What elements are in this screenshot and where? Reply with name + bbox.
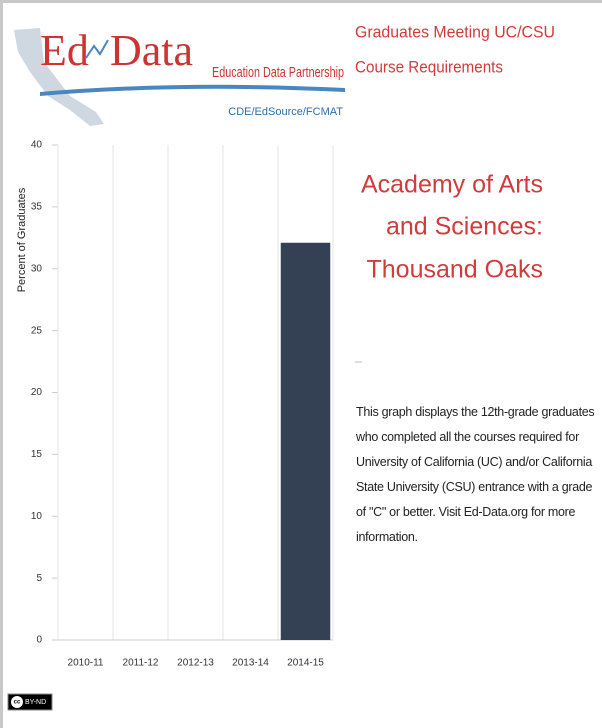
school-name: and Sciences:: [386, 213, 543, 241]
y-tick-label: 15: [31, 449, 43, 460]
y-tick-label: 5: [36, 573, 42, 584]
logo: Ed Data Education Data Partnership CDE/E…: [14, 26, 345, 126]
y-axis-label: Percent of Graduates: [16, 187, 28, 292]
school-name: Academy of Arts: [361, 171, 543, 199]
logo-icon: [85, 39, 109, 59]
logo-tagline: Education Data Partnership: [212, 64, 344, 81]
license-badge: cc BY-ND: [7, 693, 53, 711]
logo-map: [14, 28, 104, 126]
description: This graph displays the 12th-grade gradu…: [356, 405, 595, 544]
badge-circle: [11, 696, 23, 708]
x-tick-label: 2014-15: [287, 658, 324, 669]
y-tick-label: 25: [31, 325, 43, 336]
x-tick-label: 2011-12: [123, 658, 159, 669]
y-tick-label: 40: [31, 140, 43, 151]
badge-terms: BY-ND: [25, 699, 46, 706]
bar: [280, 242, 331, 640]
y-tick-label: 10: [31, 511, 43, 522]
badge-cc: cc: [14, 700, 21, 706]
y-tick-label: 30: [31, 263, 43, 274]
logo-swoosh: [40, 84, 345, 96]
logo-data: Data: [110, 26, 193, 75]
x-tick-label: 2013-14: [232, 658, 269, 669]
y-tick-label: 0: [36, 635, 42, 646]
header-title: Course Requirements: [355, 57, 503, 76]
chart: Percent of Graduates 0 5 10 15 20 25 30 35 40 2010…: [16, 140, 334, 669]
y-tick-label: 20: [31, 387, 43, 398]
logo-partners: CDE/EdSource/FCMAT: [228, 106, 343, 118]
header-title: Graduates Meeting UC/CSU: [355, 22, 555, 41]
logo-ed: Ed: [40, 26, 89, 75]
x-tick-label: 2010-11: [68, 658, 104, 669]
y-tick-label: 35: [31, 202, 43, 213]
x-tick-label: 2012-13: [177, 658, 214, 669]
school-name: Thousand Oaks: [367, 256, 544, 284]
